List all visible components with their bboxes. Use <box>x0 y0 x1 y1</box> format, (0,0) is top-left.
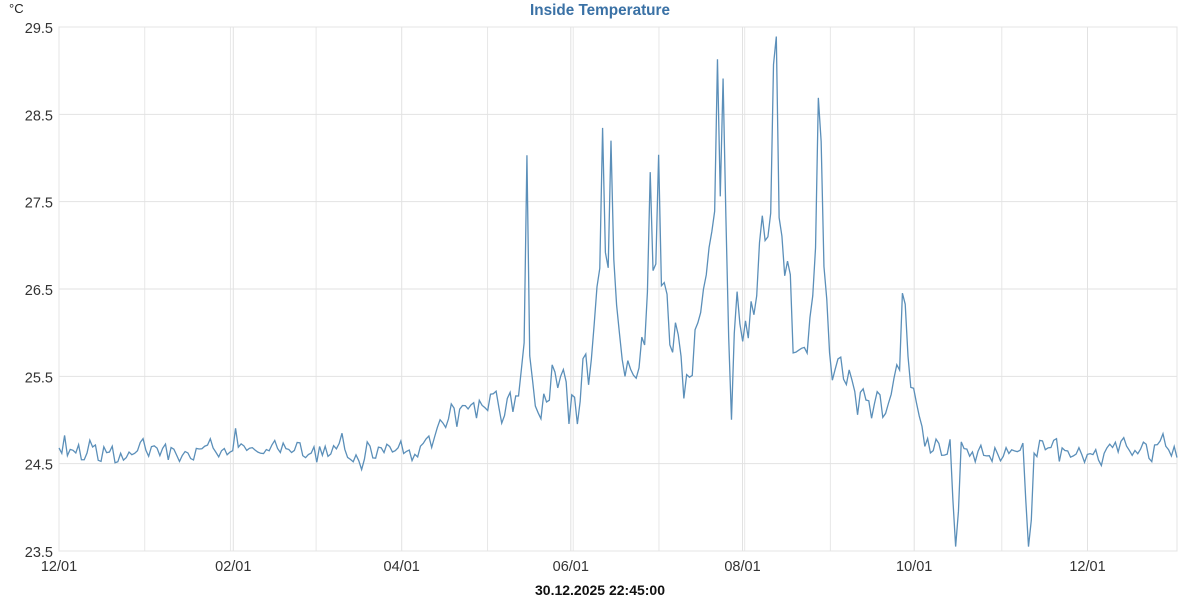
svg-text:12/01: 12/01 <box>41 559 77 575</box>
svg-text:10/01: 10/01 <box>896 559 932 575</box>
svg-text:25.5: 25.5 <box>25 370 53 386</box>
svg-text:26.5: 26.5 <box>25 283 53 299</box>
svg-text:28.5: 28.5 <box>25 108 53 124</box>
svg-text:12/01: 12/01 <box>1069 559 1105 575</box>
svg-text:27.5: 27.5 <box>25 196 53 212</box>
svg-text:04/01: 04/01 <box>384 559 420 575</box>
svg-text:02/01: 02/01 <box>215 559 251 575</box>
svg-text:08/01: 08/01 <box>724 559 760 575</box>
svg-text:06/01: 06/01 <box>553 559 589 575</box>
svg-text:29.5: 29.5 <box>25 21 53 37</box>
svg-text:24.5: 24.5 <box>25 458 53 474</box>
